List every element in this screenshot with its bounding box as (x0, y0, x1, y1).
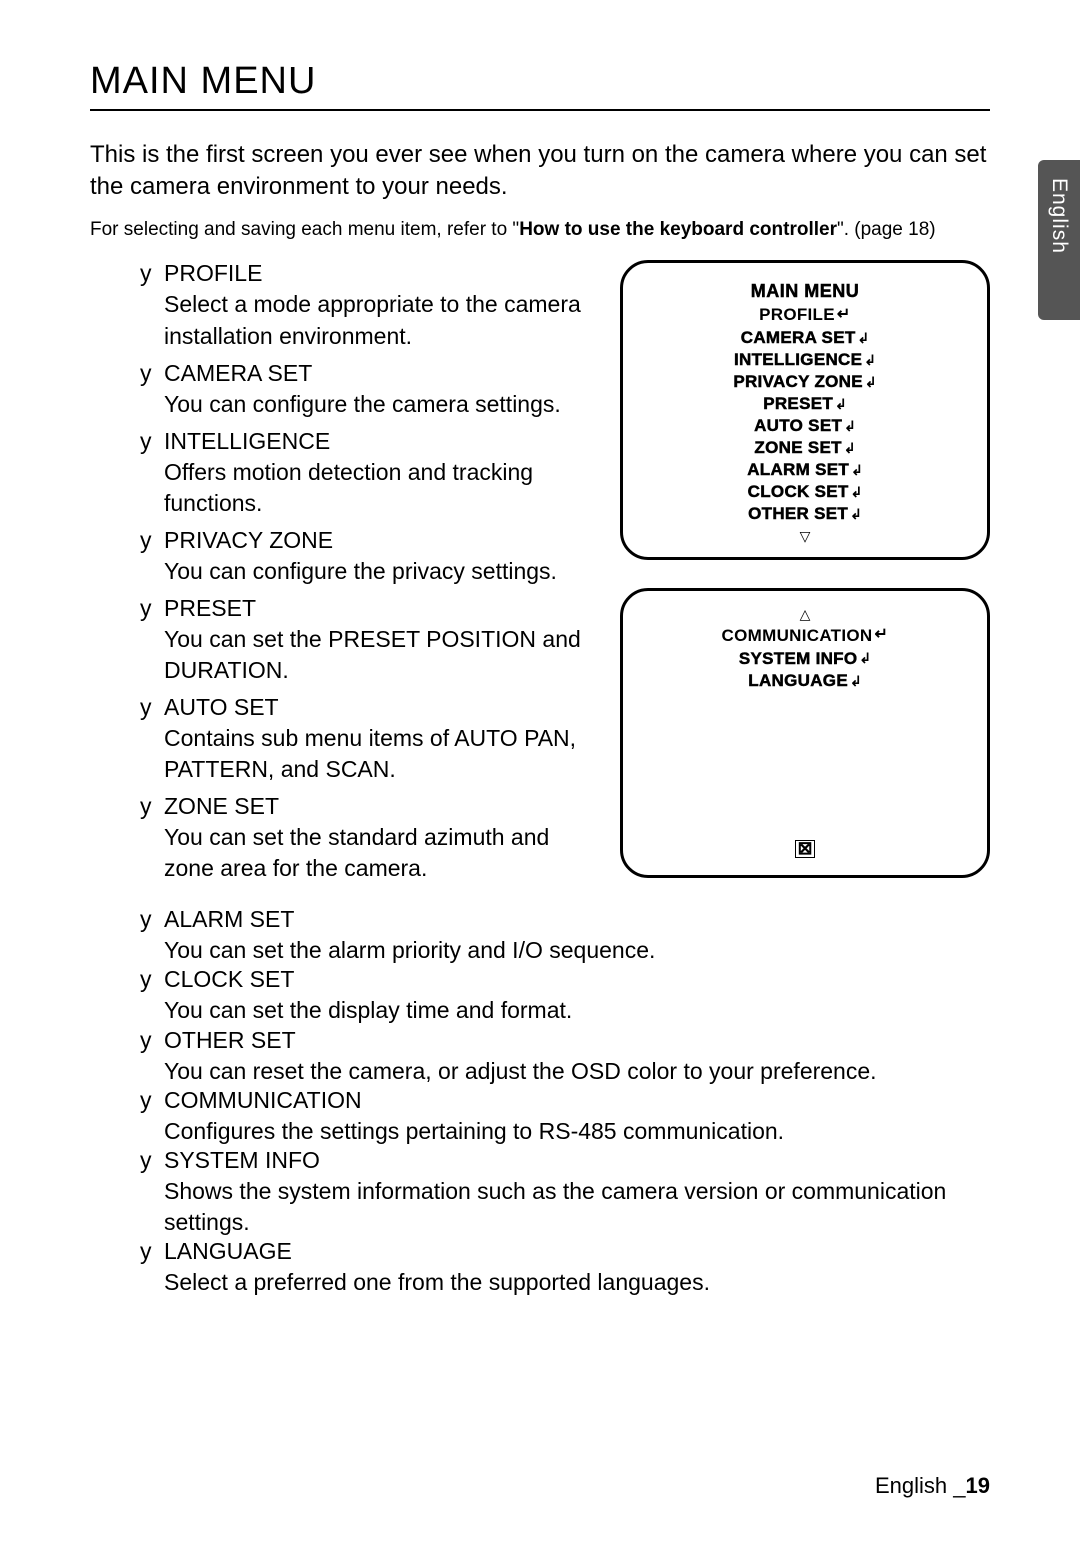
osd-screen-1: MAIN MENU PROFILE CAMERA SET↲ INTELLIGEN… (620, 260, 990, 560)
bullet: y (140, 428, 156, 455)
page-number: 19 (966, 1473, 990, 1498)
submenu-icon: ↲ (851, 461, 863, 479)
menu-item-auto-set: y AUTO SET Contains sub menu items of AUT… (140, 694, 596, 785)
item-name: AUTO SET (164, 694, 279, 721)
osd-line-language: LANGUAGE↲ (643, 670, 967, 692)
subnote-bold: How to use the keyboard controller (519, 219, 837, 240)
osd-line-preset: PRESET↲ (643, 393, 967, 415)
item-desc: You can set the display time and format. (140, 995, 990, 1026)
item-name: CLOCK SET (164, 966, 294, 993)
menu-item-privacy-zone: y PRIVACY ZONE You can configure the priv… (140, 527, 596, 587)
item-name: CAMERA SET (164, 360, 312, 387)
osd-line-system-info: SYSTEM INFO↲ (643, 648, 967, 670)
bullet: y (140, 906, 156, 933)
osd-line-communication: COMMUNICATION (643, 625, 967, 647)
menu-item-profile: y PROFILE Select a mode appropriate to th… (140, 260, 596, 351)
osd-screen-2: △ COMMUNICATION SYSTEM INFO↲ LANGUAGE↲ ⊠ (620, 588, 990, 878)
item-name: LANGUAGE (164, 1238, 292, 1265)
submenu-icon: ↲ (865, 373, 877, 391)
nav-down-icon: ▽ (643, 525, 967, 547)
osd-line-profile: PROFILE (643, 304, 967, 326)
bullet: y (140, 527, 156, 554)
subnote-prefix: For selecting and saving each menu item,… (90, 219, 519, 240)
bullet: y (140, 360, 156, 387)
page-footer: English _19 (875, 1473, 990, 1499)
item-desc: You can set the standard azimuth and zon… (140, 822, 596, 884)
menu-item-list: y PROFILE Select a mode appropriate to th… (90, 260, 596, 884)
menu-item-communication: y COMMUNICATION Configures the settings p… (140, 1087, 990, 1147)
menu-item-zone-set: y ZONE SET You can set the standard azimu… (140, 793, 596, 884)
bullet: y (140, 1027, 156, 1054)
item-name: PRIVACY ZONE (164, 527, 333, 554)
submenu-icon: ↲ (858, 329, 870, 347)
submenu-icon: ↲ (844, 417, 856, 435)
osd-line-camera-set: CAMERA SET↲ (643, 327, 967, 349)
bullet: y (140, 966, 156, 993)
item-name: INTELLIGENCE (164, 428, 330, 455)
osd-line-clock-set: CLOCK SET↲ (643, 481, 967, 503)
osd-title: MAIN MENU (643, 281, 967, 302)
osd-line-alarm-set: ALARM SET↲ (643, 459, 967, 481)
enter-icon (837, 309, 851, 323)
footer-lang: English _ (875, 1473, 966, 1498)
osd-line-zone-set: ZONE SET↲ (643, 437, 967, 459)
bullet: y (140, 595, 156, 622)
bullet: y (140, 1087, 156, 1114)
submenu-icon: ↲ (851, 483, 863, 501)
item-desc: You can set the alarm priority and I/O s… (140, 935, 990, 966)
item-name: ALARM SET (164, 906, 294, 933)
bullet: y (140, 1238, 156, 1265)
exit-icon: ⊠ (795, 840, 815, 858)
language-tab: English (1038, 160, 1080, 320)
menu-item-camera-set: y CAMERA SET You can configure the camera… (140, 360, 596, 420)
menu-item-other-set: y OTHER SET You can reset the camera, or … (140, 1027, 990, 1087)
submenu-icon: ↲ (844, 439, 856, 457)
menu-item-list-continued: y ALARM SET You can set the alarm priorit… (90, 906, 990, 1297)
item-name: SYSTEM INFO (164, 1147, 320, 1174)
bullet: y (140, 793, 156, 820)
submenu-icon: ↲ (850, 505, 862, 523)
bullet: y (140, 1147, 156, 1174)
item-desc: Configures the settings pertaining to RS… (140, 1116, 990, 1147)
intro-text: This is the first screen you ever see wh… (90, 139, 990, 204)
submenu-icon: ↲ (864, 351, 876, 369)
menu-item-clock-set: y CLOCK SET You can set the display time … (140, 966, 990, 1026)
menu-item-system-info: y SYSTEM INFO Shows the system informatio… (140, 1147, 990, 1238)
osd-line-intelligence: INTELLIGENCE↲ (643, 349, 967, 371)
subnote-suffix: ". (page 18) (837, 219, 936, 240)
item-desc: Select a mode appropriate to the camera … (140, 289, 596, 351)
menu-item-alarm-set: y ALARM SET You can set the alarm priorit… (140, 906, 990, 966)
item-name: COMMUNICATION (164, 1087, 362, 1114)
bullet: y (140, 260, 156, 287)
osd-line-privacy-zone: PRIVACY ZONE↲ (643, 371, 967, 393)
item-desc: You can configure the camera settings. (140, 389, 596, 420)
item-name: OTHER SET (164, 1027, 296, 1054)
osd-line-other-set: OTHER SET↲ (643, 503, 967, 525)
item-desc: You can reset the camera, or adjust the … (140, 1056, 990, 1087)
submenu-icon: ↲ (850, 672, 862, 690)
page-title: MAIN MENU (90, 60, 990, 111)
submenu-icon: ↲ (859, 649, 871, 667)
menu-item-preset: y PRESET You can set the PRESET POSITION … (140, 595, 596, 686)
bullet: y (140, 694, 156, 721)
item-desc: You can set the PRESET POSITION and DURA… (140, 624, 596, 686)
menu-item-intelligence: y INTELLIGENCE Offers motion detection an… (140, 428, 596, 519)
nav-up-icon: △ (643, 603, 967, 625)
item-desc: Contains sub menu items of AUTO PAN, PAT… (140, 723, 596, 785)
submenu-icon: ↲ (835, 395, 847, 413)
item-desc: Offers motion detection and tracking fun… (140, 457, 596, 519)
item-name: PROFILE (164, 260, 262, 287)
subnote: For selecting and saving each menu item,… (90, 218, 990, 243)
menu-item-language: y LANGUAGE Select a preferred one from th… (140, 1238, 990, 1298)
item-name: PRESET (164, 595, 256, 622)
item-desc: Select a preferred one from the supporte… (140, 1267, 990, 1298)
item-desc: You can configure the privacy settings. (140, 556, 596, 587)
item-name: ZONE SET (164, 793, 279, 820)
enter-icon (874, 629, 888, 643)
item-desc: Shows the system information such as the… (140, 1176, 990, 1238)
osd-line-auto-set: AUTO SET↲ (643, 415, 967, 437)
language-tab-label: English (1047, 178, 1071, 254)
